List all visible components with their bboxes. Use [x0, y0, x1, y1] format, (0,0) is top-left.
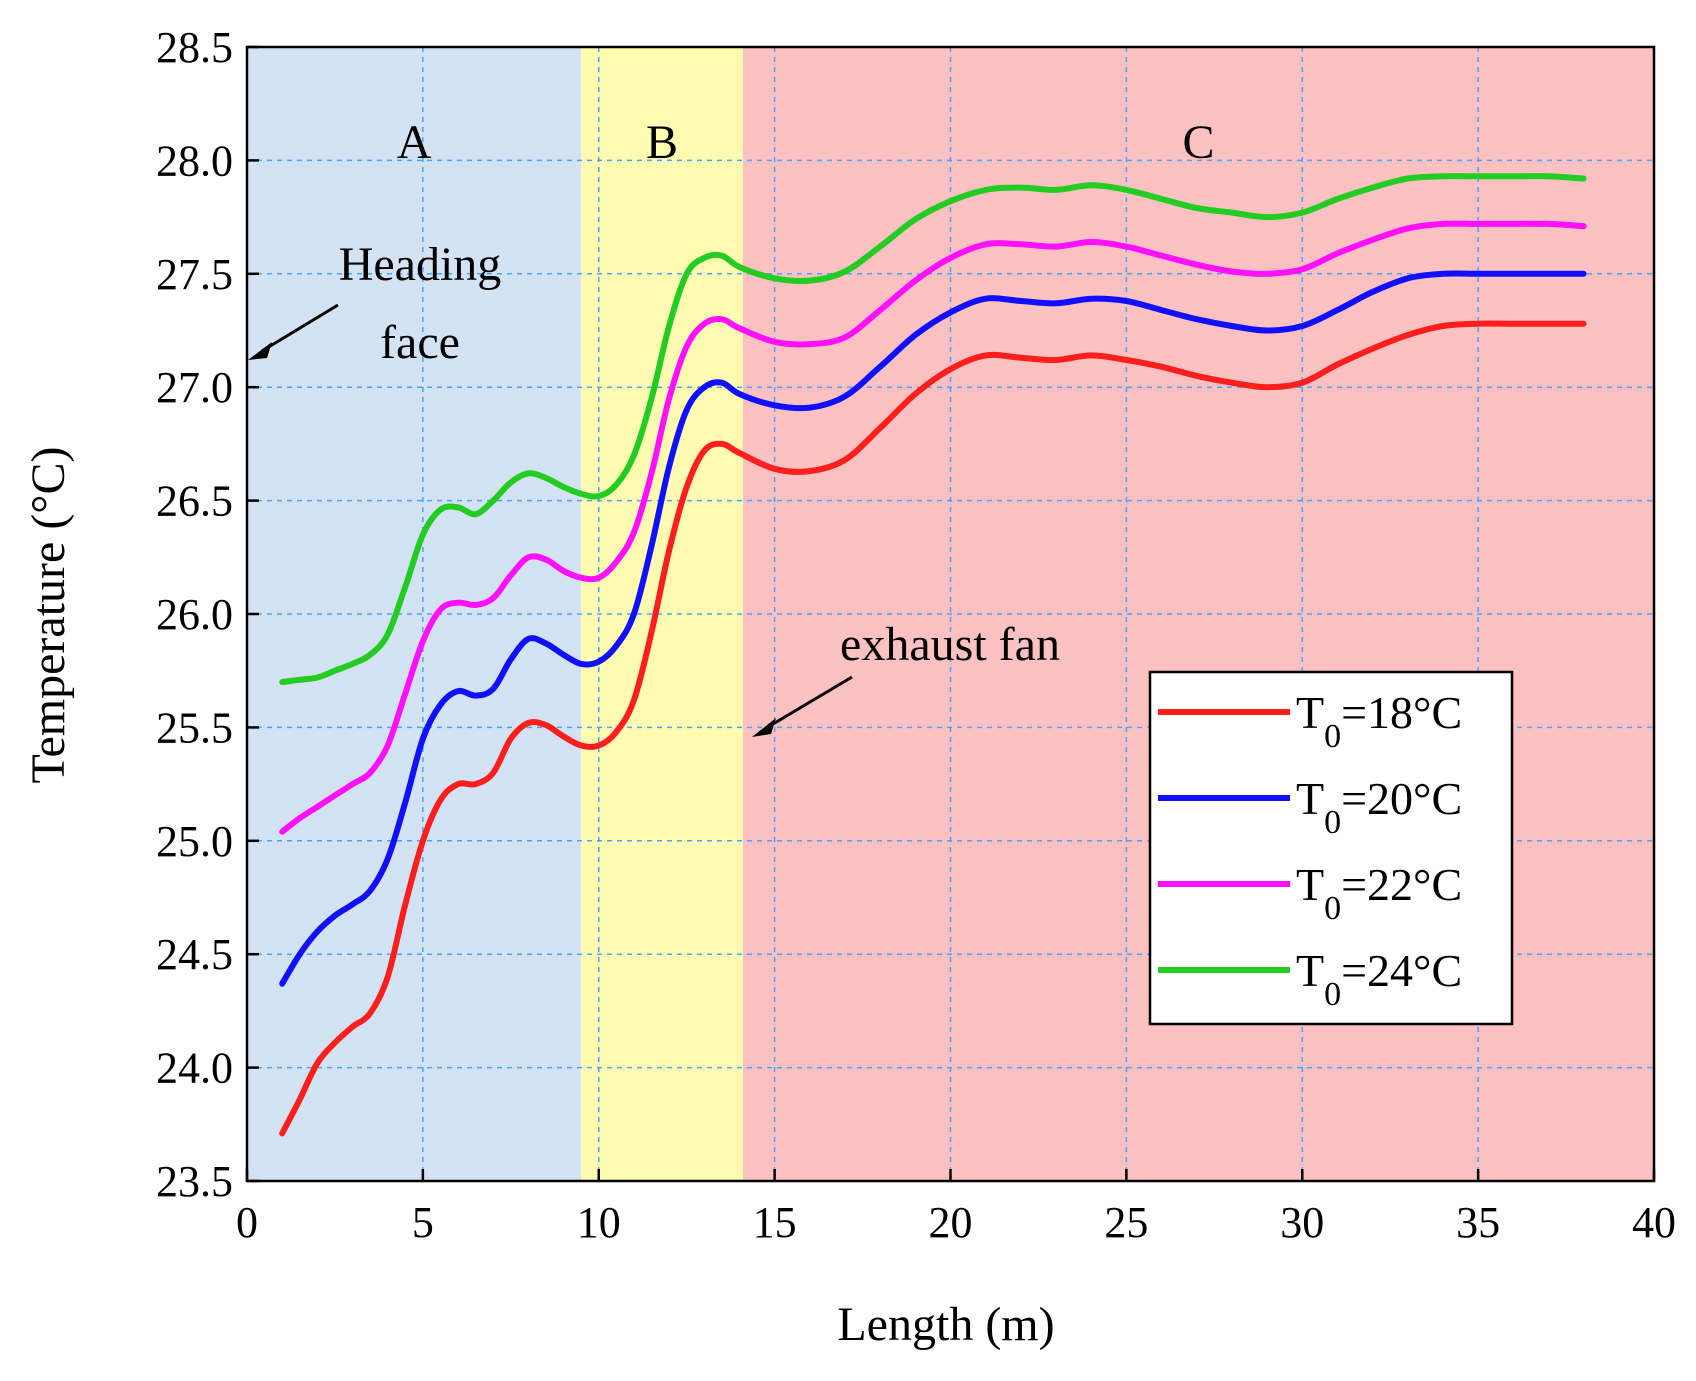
- y-tick-label: 24.0: [156, 1044, 233, 1093]
- y-tick-label: 23.5: [156, 1157, 233, 1206]
- ticks-layer: 0 5 10 15 20 25 30 35 40 23.5 24.0 24.5 25.0 25.5 26.0…: [156, 23, 1676, 1247]
- y-tick-label: 27.0: [156, 363, 233, 412]
- x-tick-label: 5: [412, 1198, 434, 1247]
- x-tick-label: 35: [1456, 1198, 1500, 1247]
- annotation-heading-line2: face: [380, 316, 460, 369]
- x-axis-title: Length (m): [837, 1298, 1054, 1351]
- series-line-18c: [279, 320, 1587, 1137]
- y-tick-label: 26.0: [156, 590, 233, 639]
- x-tick-label: 40: [1632, 1198, 1676, 1247]
- series-layer: [279, 173, 1587, 1137]
- y-tick-label: 28.5: [156, 23, 233, 72]
- legend-label-t20: T0=20°C: [1296, 773, 1462, 841]
- series-line-20c: [279, 270, 1587, 987]
- y-axis-title: Temperature (°C): [22, 446, 75, 783]
- zone-label-a: A: [397, 116, 432, 169]
- legend: T0=18°C T0=20°C T0=22°C T0=24°C: [1148, 670, 1514, 1026]
- y-tick-label: 27.5: [156, 250, 233, 299]
- series-line-24c: [279, 173, 1587, 685]
- annotation-heading-line1: Heading: [339, 238, 502, 291]
- legend-label-t18: T0=18°C: [1296, 687, 1462, 755]
- zone-label-b: B: [646, 116, 678, 169]
- x-tick-label: 10: [577, 1198, 621, 1247]
- zone-label-c: C: [1182, 116, 1214, 169]
- x-tick-label: 20: [929, 1198, 973, 1247]
- legend-box: [1148, 670, 1514, 1026]
- zone-a: [247, 47, 582, 1181]
- x-tick-label: 15: [753, 1198, 797, 1247]
- series-line-22c: [279, 220, 1587, 835]
- y-tick-label: 25.5: [156, 703, 233, 752]
- y-tick-label: 26.5: [156, 477, 233, 526]
- y-tick-label: 28.0: [156, 136, 233, 185]
- legend-label-t22: T0=22°C: [1296, 859, 1462, 927]
- x-tick-label: 0: [236, 1198, 258, 1247]
- x-tick-label: 30: [1280, 1198, 1324, 1247]
- x-tick-label: 25: [1104, 1198, 1148, 1247]
- annotation-exhaust-arrow: [752, 675, 853, 737]
- annotation-exhaust-fan: exhaust fan: [840, 618, 1060, 671]
- annotation-heading-arrow: [248, 303, 339, 360]
- y-tick-label: 25.0: [156, 817, 233, 866]
- y-tick-label: 24.5: [156, 930, 233, 979]
- legend-label-t24: T0=24°C: [1296, 945, 1462, 1013]
